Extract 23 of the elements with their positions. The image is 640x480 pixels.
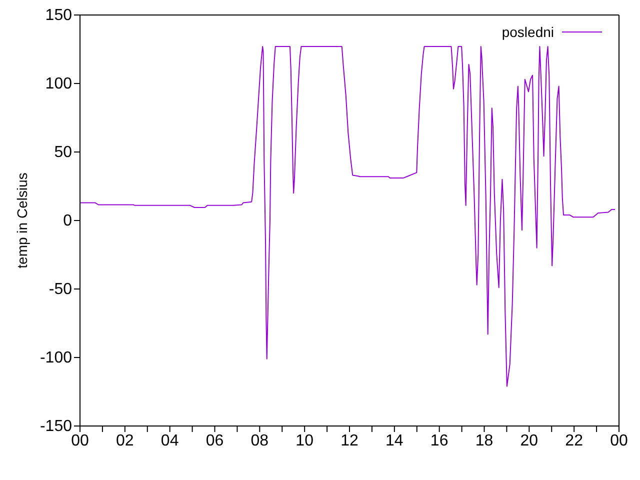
y-tick-label: -100 <box>40 350 72 366</box>
x-tick-label: 14 <box>386 432 404 450</box>
y-tick-label: -50 <box>48 281 72 298</box>
x-tick-label: 12 <box>340 432 358 450</box>
y-tick-label: 100 <box>45 76 72 92</box>
x-tick-label: 04 <box>160 432 179 450</box>
line-series <box>80 46 616 387</box>
x-tick-label: 20 <box>520 432 538 450</box>
y-tick-label: 150 <box>45 7 72 24</box>
x-tick-label: 00 <box>610 432 628 450</box>
x-tick-label: 18 <box>475 432 494 450</box>
x-tick-label: 10 <box>296 432 314 450</box>
y-tick-label: 50 <box>54 144 72 161</box>
x-tick-label: 02 <box>116 432 134 450</box>
x-tick-label: 16 <box>430 432 448 450</box>
y-axis-title: temp in Celsius <box>14 172 30 268</box>
x-tick-label: 06 <box>206 432 224 450</box>
x-tick-label: 08 <box>250 432 269 450</box>
x-tick-label: 00 <box>71 432 89 450</box>
legend-label: posledni <box>502 24 554 40</box>
y-tick-label: 0 <box>63 212 72 230</box>
y-tick-label: -150 <box>40 418 72 435</box>
x-tick-label: 22 <box>565 432 584 450</box>
